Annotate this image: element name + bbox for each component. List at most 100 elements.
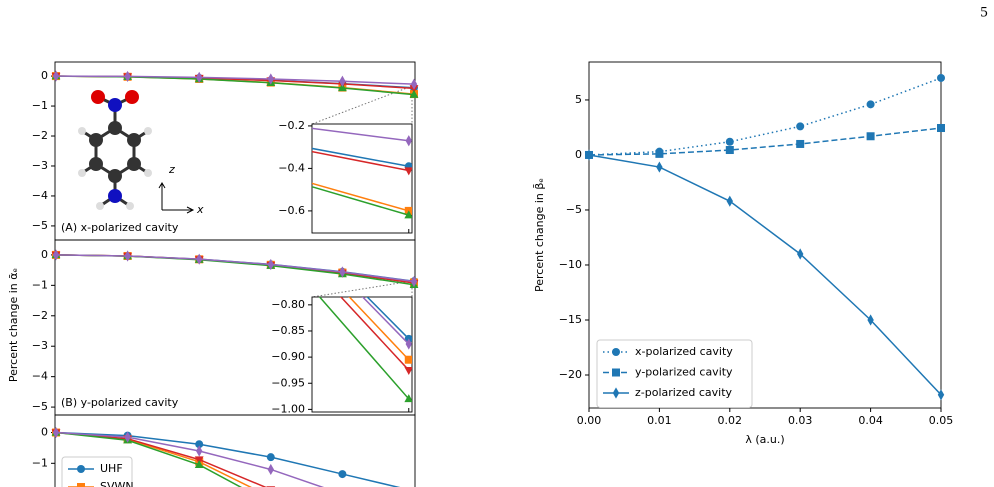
marker (243, 172, 251, 180)
marker (937, 389, 945, 401)
series-line (588, 127, 942, 156)
legend-marker (77, 483, 85, 487)
marker (195, 440, 204, 449)
y-tick-label: 0 (41, 69, 48, 82)
series-group (51, 426, 401, 487)
marker (410, 78, 418, 90)
plot: 0 −1 −2 −3 −4 −5 (A) x-polarized cavity Percent… (7, 61, 419, 382)
marker (656, 161, 663, 173)
marker (52, 426, 60, 439)
x-axis-label: λ (a.u.) (745, 433, 784, 446)
marker (404, 167, 412, 176)
y-axis-label: Percent change in β̄ₑ (533, 178, 546, 292)
marker (655, 149, 664, 158)
x-tick-label: 0.00 (577, 414, 602, 427)
inset-y-tick-label: −0.6 (278, 204, 305, 217)
marker (267, 73, 274, 85)
marker (243, 193, 252, 201)
legend-label: y-polarized cavity (635, 366, 733, 379)
marker (404, 366, 412, 375)
y-tick-label: −1 (32, 456, 48, 469)
y-tick-label: 5 (575, 93, 582, 106)
y-tick-label: −20 (559, 368, 582, 381)
marker (196, 71, 203, 83)
axes-arrows (158, 182, 195, 214)
marker (267, 463, 274, 476)
marker (83, 98, 89, 109)
marker (243, 185, 251, 193)
marker (267, 258, 274, 271)
legend-marker (612, 387, 620, 399)
series-line (588, 154, 942, 396)
series-line (55, 254, 415, 284)
legend-label: SVWN (100, 480, 134, 487)
inset-frame (311, 296, 413, 413)
series-group (585, 73, 945, 401)
marker (266, 453, 275, 462)
y-tick-label: −2 (32, 129, 48, 142)
marker (52, 70, 60, 82)
x-tick-label: 0.01 (647, 414, 672, 427)
x-tick-label: 0.03 (788, 414, 813, 427)
series-group (51, 70, 419, 99)
inset-y-tick-label: −1.00 (271, 402, 305, 415)
y-tick-label: −1 (32, 99, 48, 112)
marker (243, 163, 252, 171)
marker (937, 124, 945, 133)
y-tick-label: −3 (32, 159, 48, 172)
series-line (55, 254, 415, 286)
legend-marker (612, 368, 620, 377)
molecule (78, 90, 152, 210)
marker (243, 136, 252, 144)
marker (243, 133, 251, 141)
marker (866, 100, 875, 109)
plot: 0 −1 −2 −3 −4 −5 (B) y-polarized cavity −0.80 −0… (32, 45, 419, 416)
marker (243, 161, 251, 169)
x-tick-label: 0.04 (858, 414, 883, 427)
marker (82, 66, 91, 74)
marker (339, 75, 346, 87)
marker (726, 195, 733, 207)
y-tick-label: −4 (32, 370, 48, 383)
legend-box (596, 339, 753, 408)
marker (82, 109, 90, 117)
marker (338, 83, 347, 92)
legend-box (61, 456, 133, 487)
marker (196, 445, 203, 457)
marker (338, 470, 347, 479)
marker (82, 45, 90, 53)
panel-label: (A) x-polarized cavity (61, 221, 179, 234)
inset-y-tick-label: −0.90 (271, 350, 305, 363)
marker (867, 314, 874, 326)
plot: 0 −1 UHF SVWN (32, 414, 416, 487)
legend-marker (612, 348, 620, 356)
marker (405, 338, 412, 350)
legend-label: z-polarized cavity (635, 386, 733, 399)
legend-marker (77, 465, 85, 473)
x-tick-label: 0.02 (718, 414, 743, 427)
y-tick-label: −5 (32, 400, 48, 413)
marker (83, 46, 89, 57)
legend-label: x-polarized cavity (635, 345, 733, 358)
marker (244, 115, 250, 126)
y-tick-label: −2 (32, 309, 48, 322)
x-tick-label: 0.05 (929, 414, 954, 427)
marker (585, 149, 593, 161)
inset-y-tick-label: −0.4 (278, 161, 305, 174)
y-tick-label: 0 (575, 148, 582, 161)
y-tick-label: 0 (41, 248, 48, 261)
marker (339, 266, 346, 278)
marker (409, 89, 419, 98)
marker (52, 249, 60, 261)
y-tick-label: −5 (566, 203, 582, 216)
marker (82, 112, 91, 120)
series-line (588, 77, 942, 156)
y-tick-label: 0 (41, 426, 48, 439)
y-tick-label: −1 (32, 278, 48, 291)
axis-glyph: z (168, 163, 175, 176)
marker (937, 73, 945, 82)
marker (410, 275, 418, 288)
axes-frame (588, 61, 942, 409)
marker (244, 174, 250, 185)
marker (82, 58, 91, 66)
